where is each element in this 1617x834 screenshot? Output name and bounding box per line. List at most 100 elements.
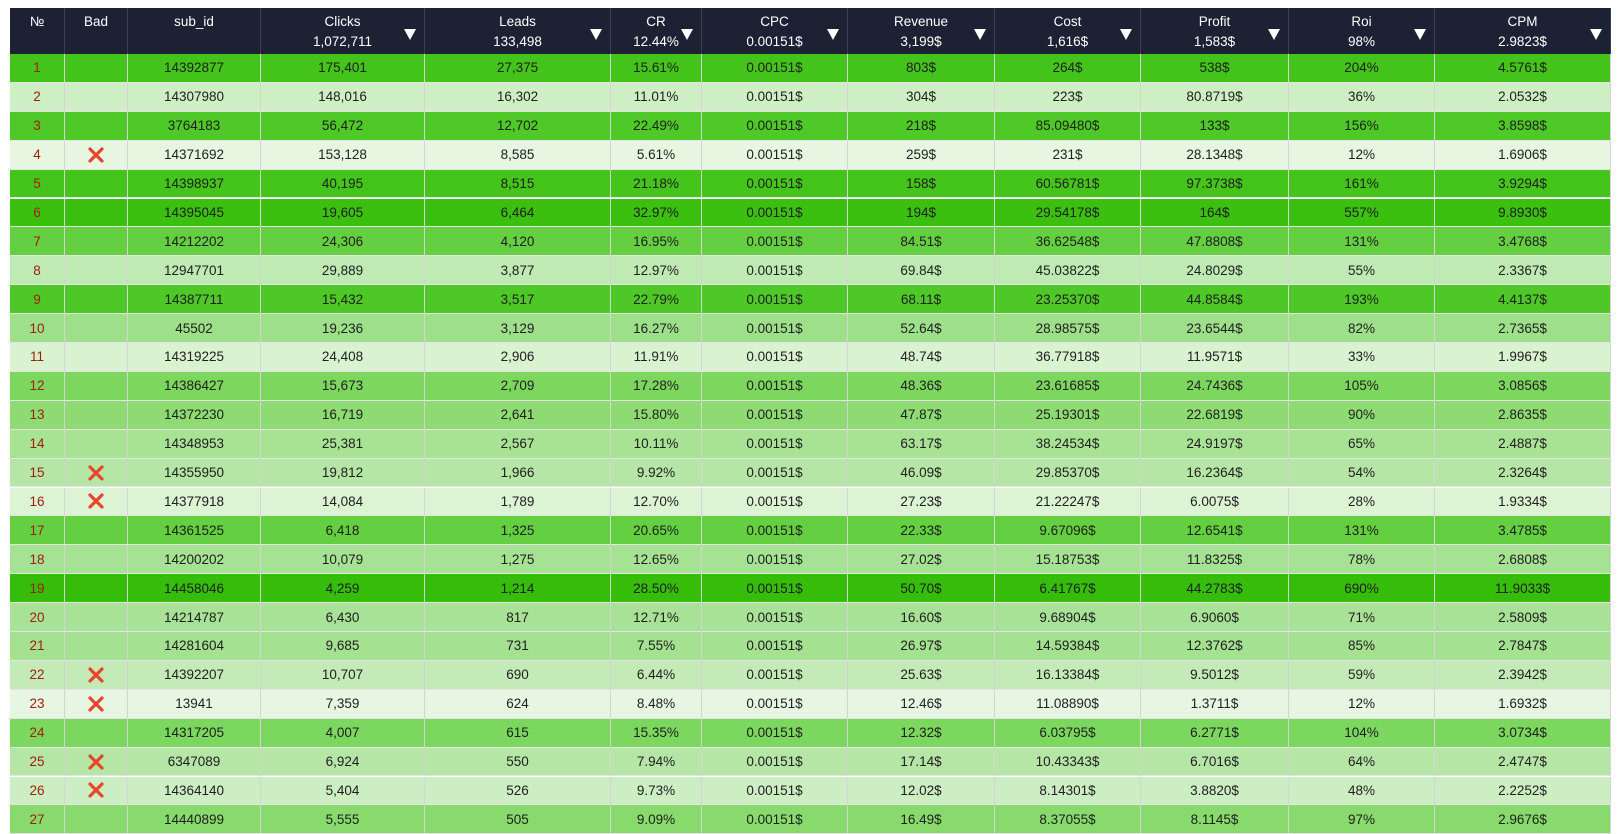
table-cell [65,458,128,488]
table-cell: 11.08890$ [995,689,1141,719]
header-cell[interactable]: Clicks 1,072,711 [261,8,425,54]
sort-arrow[interactable] [1268,29,1280,40]
table-cell: 0.00151$ [702,227,848,257]
table-cell [65,487,128,517]
table-cell: 25.19301$ [995,400,1141,430]
header-cell[interactable]: CPM 2.9823$ [1435,8,1611,54]
table-cell: 32.97% [611,198,702,228]
table-cell: 817 [425,603,611,632]
sort-arrow[interactable] [681,29,693,40]
table-cell: 2.7847$ [1435,632,1611,661]
table-cell: 538$ [1141,54,1289,83]
table-cell: 46.09$ [848,458,995,488]
table-cell: 10.43343$ [995,747,1141,777]
header-cell[interactable]: Leads 133,498 [425,8,611,54]
table-cell: 14200202 [128,545,261,575]
table-cell: 0.00151$ [702,256,848,286]
table-cell: 0.00151$ [702,54,848,83]
table-cell: 6,464 [425,198,611,228]
table-cell: 3.8820$ [1141,776,1289,806]
table-cell [65,314,128,343]
table-cell: 50.70$ [848,574,995,604]
table-cell: 14.59384$ [995,632,1141,661]
table-cell: 8 [10,256,65,286]
table-cell: 10,079 [261,545,425,575]
header-total: 2.9823$ [1498,34,1547,49]
table-cell: 6,418 [261,516,425,546]
sort-arrow[interactable] [974,29,986,40]
table-cell: 7 [10,227,65,257]
table-cell: 12% [1289,140,1435,170]
table-cell: 18 [10,545,65,575]
table-cell: 24 [10,718,65,748]
table-cell: 3.9294$ [1435,169,1611,199]
sort-arrow[interactable] [1120,29,1132,40]
header-cell[interactable]: Profit 1,583$ [1141,8,1289,54]
table-cell: 11.01% [611,82,702,112]
table-cell: 0.00151$ [702,516,848,546]
table-cell: 0.00151$ [702,371,848,401]
table-cell: 55% [1289,256,1435,286]
table-cell: 8,515 [425,169,611,199]
table-cell: 264$ [995,54,1141,83]
table-cell: 16.2364$ [1141,458,1289,488]
header-cell[interactable]: Roi 98% [1289,8,1435,54]
table-cell: 5.61% [611,140,702,170]
table-cell: 5,555 [261,805,425,834]
table-cell: 9.09% [611,805,702,834]
table-cell: 11.8325$ [1141,545,1289,575]
table-cell: 12,702 [425,111,611,141]
table-cell: 0.00151$ [702,574,848,604]
table-cell: 9 [10,285,65,315]
table-cell: 304$ [848,82,995,112]
table-cell [65,632,128,661]
header-label: № [29,14,45,29]
table-cell: 259$ [848,140,995,170]
table-cell: 15.61% [611,54,702,83]
table-cell: 14387711 [128,285,261,315]
sort-arrow[interactable] [827,29,839,40]
table-cell [65,111,128,141]
table-cell: 11 [10,343,65,372]
table-cell: 22.6819$ [1141,400,1289,430]
table-cell: 1,325 [425,516,611,546]
table-cell: 26.97$ [848,632,995,661]
table-cell: 47.87$ [848,400,995,430]
header-cell[interactable]: CPC 0.00151$ [702,8,848,54]
sort-arrow[interactable] [404,29,416,40]
table-cell: 84.51$ [848,227,995,257]
table-cell: 20.65% [611,516,702,546]
table-cell: 16.27% [611,314,702,343]
table-cell: 14386427 [128,371,261,401]
table-cell: 20 [10,603,65,632]
sort-arrow[interactable] [1590,29,1602,40]
table-cell: 17 [10,516,65,546]
sort-arrow[interactable] [590,29,602,40]
bad-icon [88,464,104,481]
table-cell: 7,359 [261,689,425,719]
sort-arrow[interactable] [1414,29,1426,40]
table-cell: 24,408 [261,343,425,372]
table-cell: 14395045 [128,198,261,228]
table-cell [65,285,128,315]
table-cell: 3 [10,111,65,141]
table-cell: 731 [425,632,611,661]
table-cell: 23.6544$ [1141,314,1289,343]
table-cell: 23 [10,689,65,719]
table-cell: 131% [1289,227,1435,257]
table-cell: 97% [1289,805,1435,834]
table-cell: 158$ [848,169,995,199]
table-cell: 9.67096$ [995,516,1141,546]
table-cell: 97.3738$ [1141,169,1289,199]
table-cell: 131% [1289,516,1435,546]
bad-icon [88,493,104,510]
header-cell[interactable]: Revenue 3,199$ [848,8,995,54]
table-cell: 14440899 [128,805,261,834]
table-cell: 17.28% [611,371,702,401]
header-cell[interactable]: Cost 1,616$ [995,8,1141,54]
table-cell: 3.8598$ [1435,111,1611,141]
table-cell: 1.9967$ [1435,343,1611,372]
table-cell: 6.7016$ [1141,747,1289,777]
header-cell[interactable]: CR 12.44% [611,8,702,54]
table-cell: 8,585 [425,140,611,170]
